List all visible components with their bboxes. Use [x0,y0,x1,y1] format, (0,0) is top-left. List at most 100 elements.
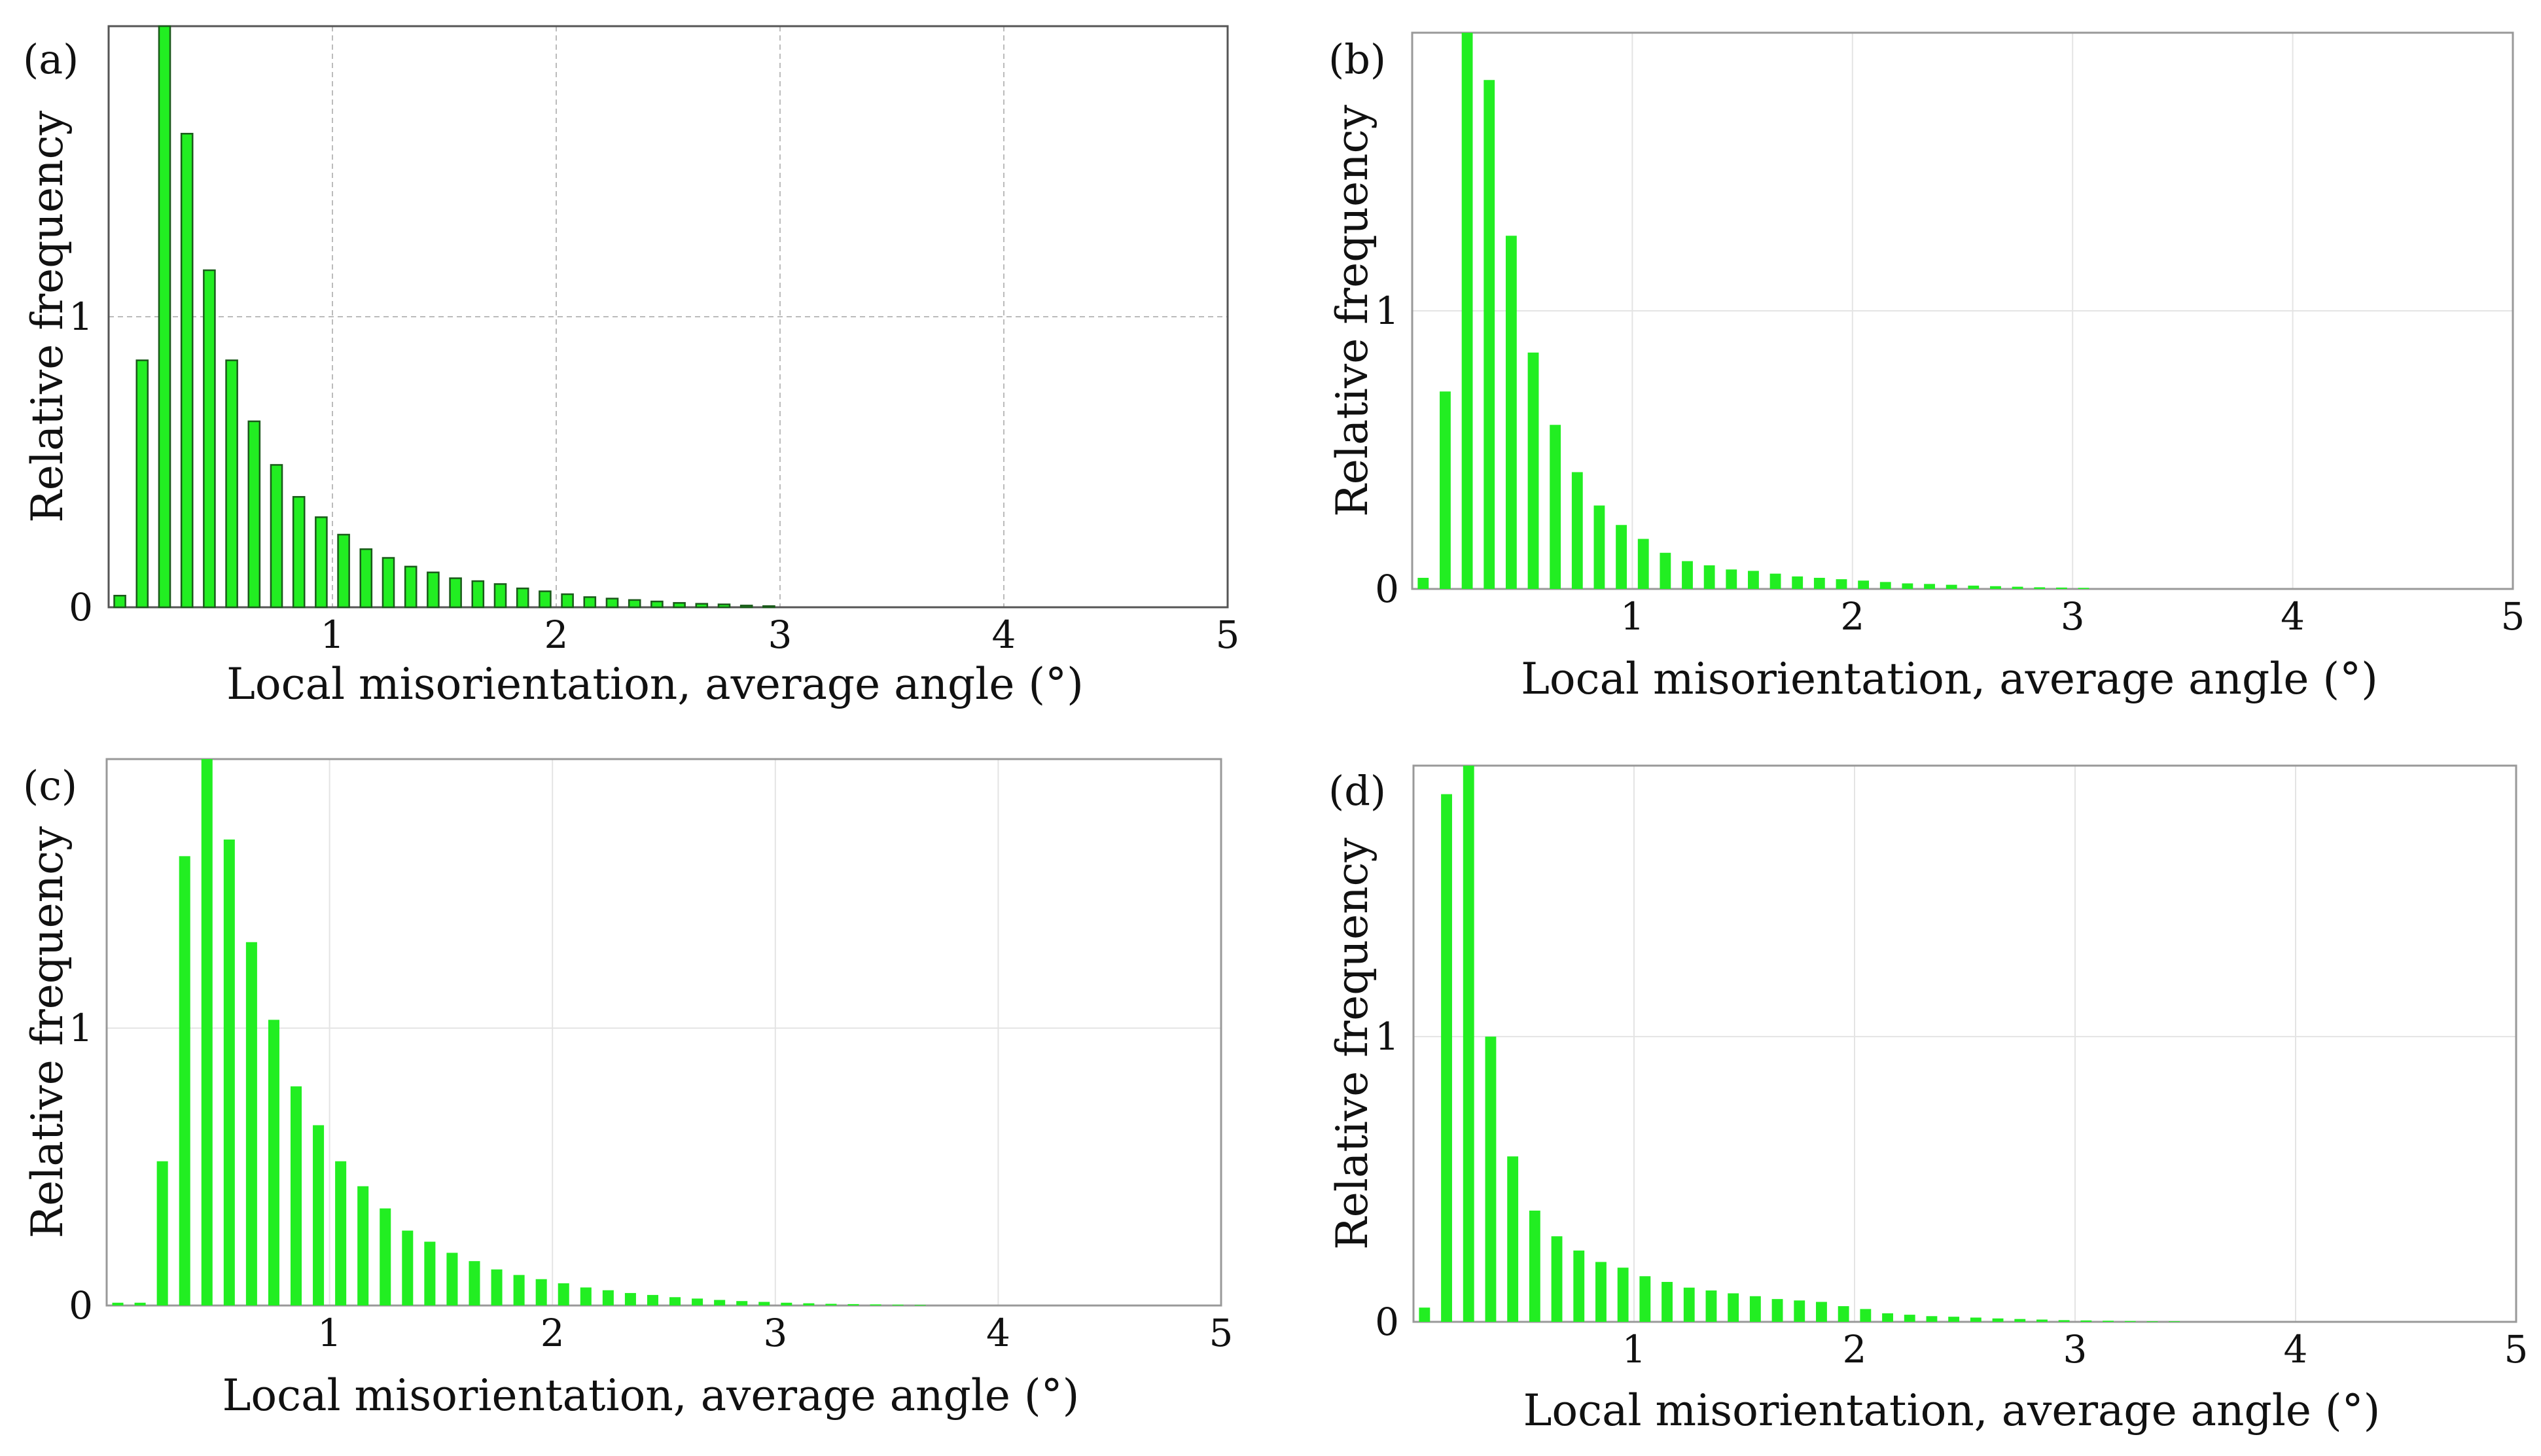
bar [1593,505,1605,589]
bar [758,1302,770,1305]
bar [1882,1313,1893,1322]
y-axis-label: Relative frequency [1327,104,1377,516]
bar [1946,584,1957,589]
bar [1507,1156,1519,1322]
bar [1902,583,1913,589]
bar [1860,1309,1872,1322]
bar [673,602,686,609]
bar [513,1275,525,1305]
bar [179,856,190,1305]
x-tick-label: 4 [986,1311,1010,1355]
bar [624,1292,636,1305]
bar [493,583,507,609]
bar [1505,236,1517,589]
bar [717,603,731,609]
panel-label: (c) [23,762,77,809]
bar [1858,580,1870,589]
bar [2055,587,2067,589]
bar [1683,1287,1695,1322]
x-tick-label: 3 [763,1311,787,1355]
bar [404,565,418,609]
x-tick-label: 4 [2284,1327,2308,1372]
bar [245,942,257,1305]
bar [2058,1320,2070,1322]
panel-label: (d) [1328,767,1386,815]
bar [113,594,126,609]
x-tick-label: 5 [1216,613,1240,657]
x-tick-label: 5 [1209,1311,1234,1355]
bar [1550,425,1561,589]
bar [580,1287,592,1305]
bar [2080,1320,2092,1322]
bar [1990,586,2001,589]
x-tick-label: 2 [544,613,569,657]
bar [427,571,440,609]
bar [1705,1290,1717,1322]
bar [736,1301,748,1305]
x-tick-label: 4 [2281,594,2305,639]
x-axis-label: Local misorientation, average angle (°) [226,659,1084,709]
bar [1792,576,1804,589]
y-axis-label: Relative frequency [1327,837,1377,1249]
x-tick-label: 3 [2061,594,2085,639]
bar [112,1302,124,1305]
panel-label: (b) [1328,35,1386,83]
bar [382,557,395,609]
x-tick-label: 1 [321,613,345,657]
bar [424,1241,436,1305]
y-axis-label: Relative frequency [22,826,73,1238]
bar [158,25,171,609]
bar [315,516,328,609]
bar [2078,588,2089,589]
bar [1616,525,1627,589]
x-axis-label: Local misorientation, average angle (°) [1521,654,2378,704]
bar [1749,1296,1761,1322]
panel-label: (a) [23,35,79,83]
x-tick-label: 5 [2501,594,2525,639]
bar [647,1294,658,1305]
plot-frame [1411,31,2514,590]
bar [290,1086,302,1305]
y-tick-label: 0 [69,585,93,630]
bar [1769,573,1781,589]
bar [561,593,574,609]
bar [602,1290,614,1305]
bar [1484,80,1495,589]
bar [1970,1317,1981,1322]
bar [803,1303,815,1305]
bar [714,1300,726,1305]
bar [516,587,529,609]
bar [692,1298,703,1305]
bar [870,1304,881,1305]
bar [825,1304,837,1305]
bar [1441,794,1452,1322]
bar [1660,552,1671,589]
bar [223,839,235,1305]
x-tick-label: 2 [1840,594,1864,639]
bar [1968,585,1980,589]
bar [1529,1211,1540,1322]
bar [1926,1316,1938,1322]
bar [1771,1299,1783,1322]
x-tick-label: 3 [768,613,792,657]
bar [539,590,552,609]
bar [1836,579,1847,589]
x-tick-label: 1 [317,1311,342,1355]
bar [337,533,350,609]
bar [1682,561,1693,589]
bar [1748,571,1759,589]
bar [270,464,283,609]
bar [695,603,709,609]
bar [203,269,216,609]
bar [247,420,261,609]
bar [357,1186,369,1305]
bar [1595,1262,1607,1322]
bar [335,1161,347,1305]
y-tick-label: 1 [69,294,93,339]
bar [471,580,485,609]
bar [201,759,213,1305]
bar [1879,582,1891,589]
bar [135,359,149,609]
chart-panel-3: 1 2 3 4 5 0 1 Local misorientation, average ang… [22,758,1234,1421]
